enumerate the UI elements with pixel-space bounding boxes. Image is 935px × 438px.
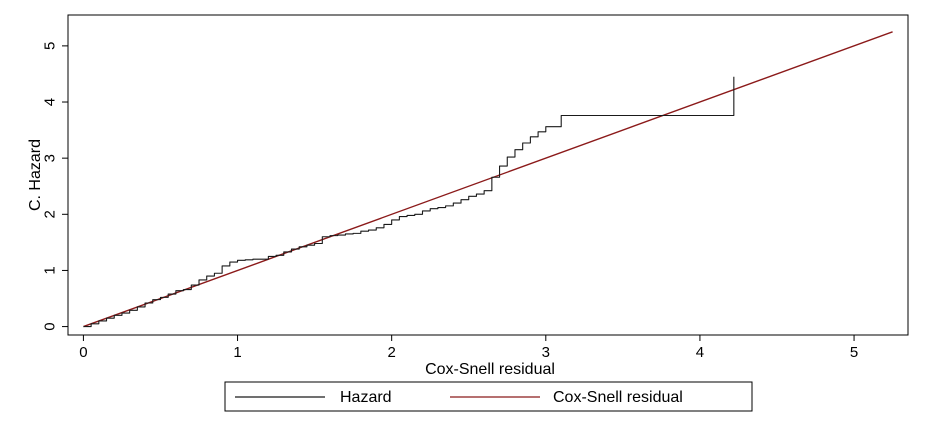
series-line-cox-snell-residual	[83, 31, 893, 328]
x-tick-label: 0	[79, 344, 87, 361]
y-tick-label: 4	[42, 98, 59, 106]
x-axis: 0 1 2 3 4 5	[79, 335, 858, 361]
y-tick-label: 3	[42, 154, 59, 162]
x-tick-label: 3	[542, 344, 550, 361]
x-tick-label: 2	[387, 344, 395, 361]
y-axis: 0 1 2 3 4 5	[42, 42, 68, 331]
x-tick-label: 1	[233, 344, 241, 361]
y-tick-label: 2	[42, 210, 59, 218]
legend: Hazard Cox-Snell residual	[224, 381, 753, 412]
series-line-hazard	[83, 76, 735, 328]
y-tick-label: 5	[42, 42, 59, 50]
x-tick-label: 4	[696, 344, 704, 361]
x-axis-title: Cox-Snell residual	[425, 361, 555, 378]
y-tick-label: 1	[42, 266, 59, 274]
series-layer	[83, 31, 893, 328]
y-axis-title: C. Hazard	[27, 139, 44, 211]
legend-label-cox-snell-residual: Cox-Snell residual	[553, 389, 683, 406]
x-tick-label: 5	[850, 344, 858, 361]
legend-label-hazard: Hazard	[340, 389, 392, 406]
y-tick-label: 0	[42, 322, 59, 330]
